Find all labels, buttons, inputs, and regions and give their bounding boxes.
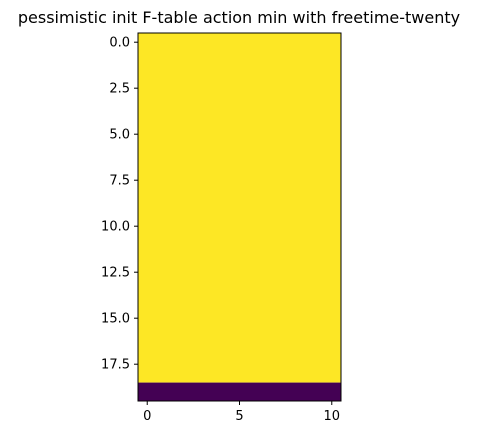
chart-title: pessimistic init F-table action min with…: [18, 8, 460, 27]
x-tick-label: 10: [323, 409, 340, 424]
y-tick-label: 10.0: [101, 220, 130, 235]
x-axis: 0 5 10: [143, 401, 340, 424]
y-tick-label: 2.5: [109, 82, 130, 97]
y-tick-label: 7.5: [109, 174, 130, 189]
heatmap-cells: [138, 33, 341, 401]
y-axis: 0.0 2.5 5.0 7.5 10.0 12.5 15.0 17.5: [101, 36, 138, 373]
x-tick-label: 5: [235, 409, 243, 424]
y-tick-label: 17.5: [101, 358, 130, 373]
heatmap-region-2: [138, 382, 341, 401]
y-tick-label: 5.0: [109, 128, 130, 143]
heatmap-region-1: [138, 33, 341, 383]
y-tick-label: 12.5: [101, 266, 130, 281]
x-tick-label: 0: [143, 409, 151, 424]
y-tick-label: 0.0: [109, 36, 130, 51]
y-tick-label: 15.0: [101, 312, 130, 327]
